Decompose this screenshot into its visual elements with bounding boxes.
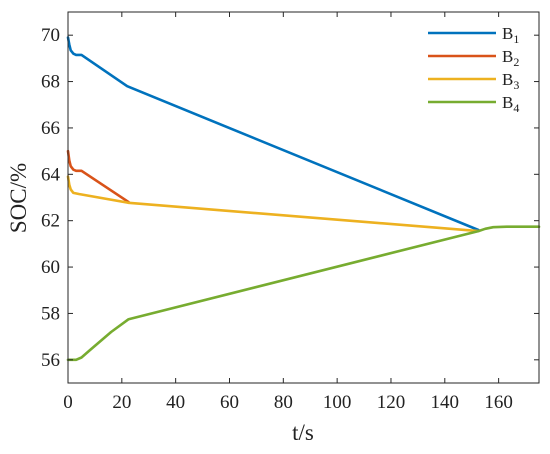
axes-box [67,11,540,384]
y-tick-label: 70 [41,25,60,46]
x-tick-label: 40 [166,392,185,413]
y-tick-label: 64 [41,164,61,185]
y-tick-label: 66 [41,118,60,139]
series-line-b4 [66,225,541,362]
x-tick-label: 20 [112,392,131,413]
x-tick-label: 140 [431,392,460,413]
y-tick-label: 68 [41,72,60,93]
x-tick-label: 80 [274,392,293,413]
plot-area [68,12,539,383]
x-tick-label: 0 [63,392,73,413]
x-tick-label: 60 [220,392,239,413]
series-line-b2 [66,149,130,204]
axes-layer: 0 20 40 60 80 100 120 140 160 56 58 60 62 64 66 68 70 [41,11,540,413]
y-tick-label: 62 [41,211,60,232]
legend-subscript: 3 [513,78,519,92]
legend-subscript: 1 [513,32,519,46]
legend-subscript: 2 [513,55,519,69]
y-tick-label: 60 [41,257,60,278]
series-line-b1 [66,36,480,232]
series-layer [66,36,541,362]
y-tick-label: 58 [41,303,60,324]
x-axis-title: t/s [292,420,314,445]
y-axis-title: SOC/% [6,163,31,233]
x-tick-label: 120 [377,392,406,413]
x-tick-label: 100 [323,392,352,413]
series-line-b3 [66,175,480,233]
legend-subscript: 4 [513,101,519,115]
x-tick-label: 160 [484,392,513,413]
y-tick-label: 56 [41,350,60,371]
